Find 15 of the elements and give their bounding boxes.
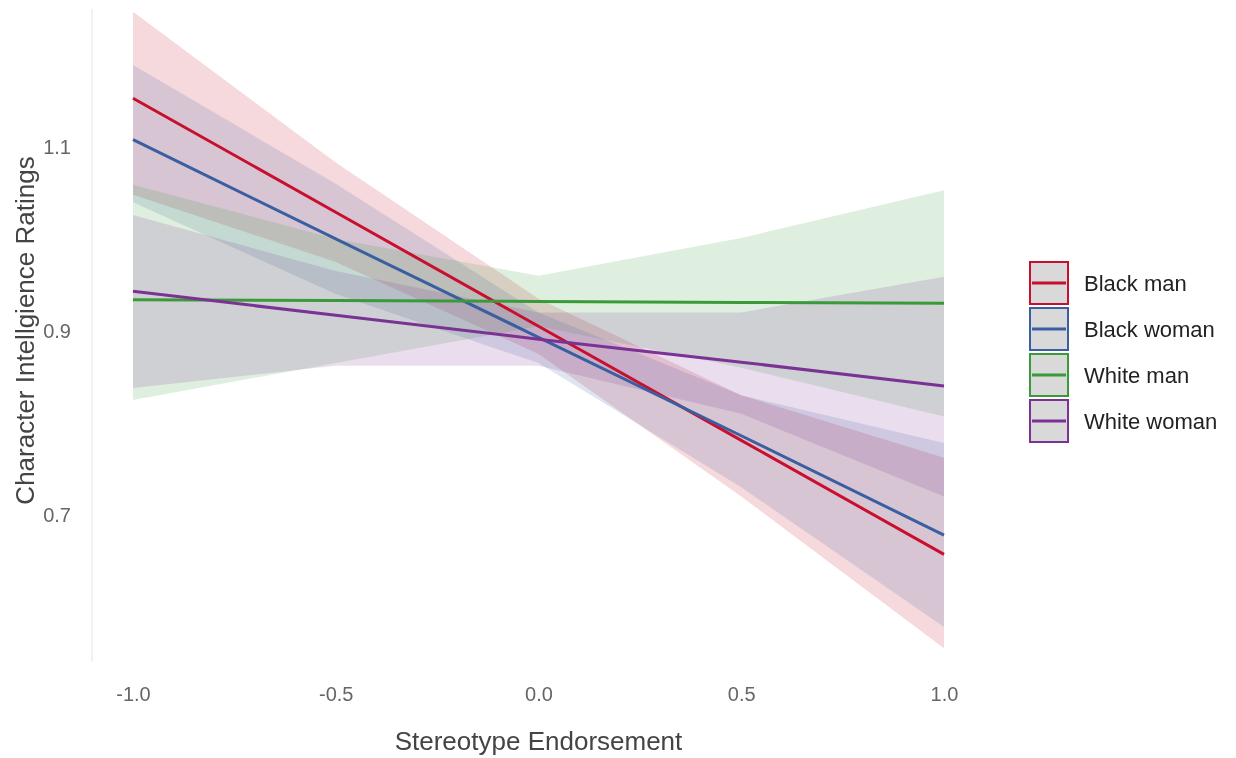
- x-tick-label: 1.0: [930, 683, 959, 705]
- x-tick-label: 0.0: [525, 683, 553, 705]
- x-tick-label: -1.0: [116, 683, 151, 705]
- x-axis-title: Stereotype Endorsement: [394, 726, 684, 756]
- x-tick-label: 0.5: [727, 683, 756, 705]
- x-tick-label: -0.5: [319, 683, 354, 705]
- legend-label: Black man: [1084, 271, 1187, 296]
- y-tick-label: 0.7: [43, 503, 71, 526]
- legend-label: White woman: [1084, 409, 1218, 434]
- y-tick-label: 1.1: [43, 135, 71, 158]
- line-series: [131, 289, 946, 388]
- y-tick-label: 0.9: [43, 319, 71, 342]
- y-axis-title: Character Intellgience Ratings: [10, 156, 40, 505]
- legend-label: Black woman: [1084, 317, 1215, 342]
- legend-label: White man: [1084, 363, 1190, 388]
